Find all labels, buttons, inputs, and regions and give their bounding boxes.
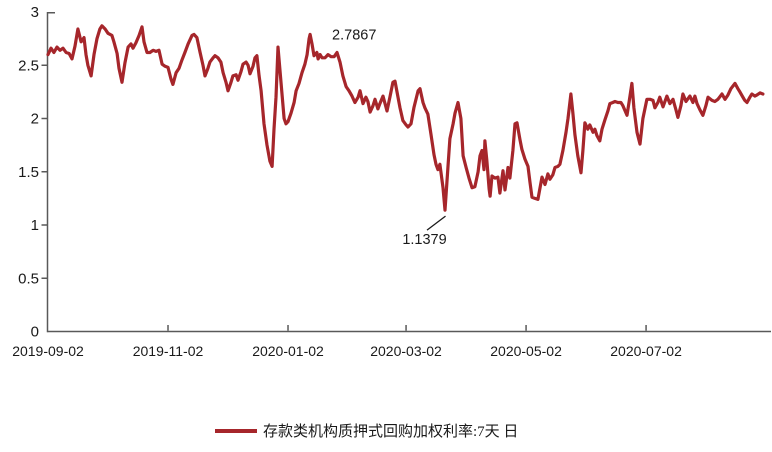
x-axis-tick-label: 2020-07-02 <box>610 343 682 359</box>
annotations-group: 2.7867 1.1379 <box>332 27 447 248</box>
min-value-annotation: 1.1379 <box>402 232 446 248</box>
legend: 存款类机构质押式回购加权利率:7天 日 <box>215 423 518 440</box>
y-axis-tick-label: 2 <box>31 111 39 128</box>
series-line <box>46 24 765 212</box>
y-axis-tick-label: 0.5 <box>18 270 39 287</box>
y-axis-tick-label: 1 <box>31 217 39 234</box>
x-axis-tick-label: 2019-09-02 <box>12 343 84 359</box>
y-axis-tick-label: 3 <box>31 4 39 21</box>
legend-label: 存款类机构质押式回购加权利率:7天 日 <box>263 423 518 440</box>
annotation-leader-line <box>426 215 446 231</box>
max-value-annotation: 2.7867 <box>332 27 376 43</box>
x-axis-tick-label: 2019-11-02 <box>133 343 204 359</box>
x-axis-tick-label: 2020-05-02 <box>490 343 562 359</box>
x-axis-tick-label: 2020-01-02 <box>252 343 324 359</box>
y-axis-tick-label: 0 <box>31 324 39 341</box>
axes: 0 0.5 1 1.5 2 2.5 3 2019-09-02 2019-11-02 2020-01… <box>12 4 771 359</box>
y-axis-tick-label: 2.5 <box>18 57 39 74</box>
y-axis-tick-label: 1.5 <box>18 164 39 181</box>
x-axis-tick-label: 2020-03-02 <box>370 343 442 359</box>
series-group <box>46 24 765 212</box>
